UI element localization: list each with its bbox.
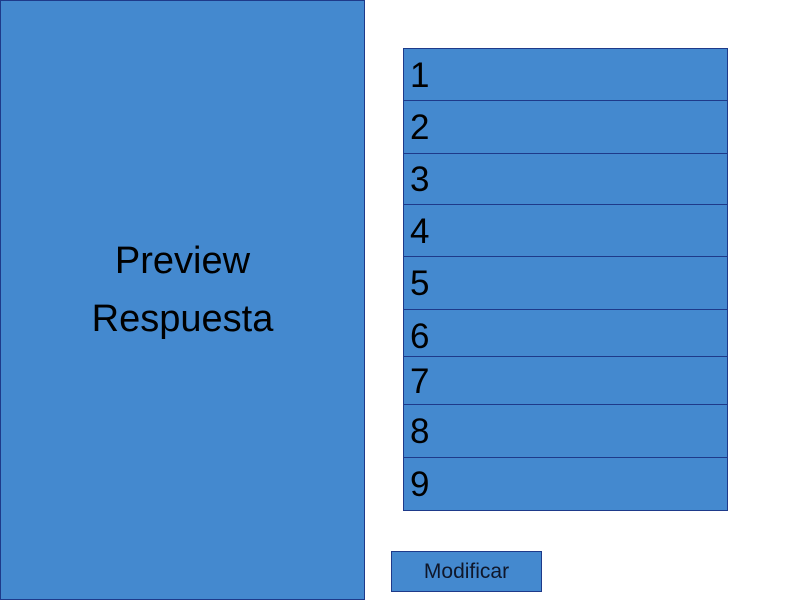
preview-title: Preview Respuesta	[91, 240, 274, 340]
modify-button[interactable]: Modificar	[391, 551, 542, 592]
list-item-label: 4	[410, 211, 430, 251]
list-item-label: 8	[410, 412, 430, 451]
list-item-label: 1	[410, 55, 430, 95]
preview-panel: Preview Respuesta	[0, 0, 365, 600]
list-item[interactable]: 9	[403, 457, 728, 511]
list-item[interactable]: 3	[403, 153, 728, 206]
list-item[interactable]: 5	[403, 256, 728, 311]
list-item[interactable]: 4	[403, 204, 728, 258]
list-item-label: 2	[410, 108, 430, 147]
list-item[interactable]: 7	[403, 356, 728, 406]
list-item-label: 7	[410, 361, 430, 401]
list-item-label: 3	[410, 160, 430, 199]
list-item[interactable]: 2	[403, 100, 728, 155]
list-item-label: 9	[410, 464, 430, 504]
list-item[interactable]: 8	[403, 404, 728, 459]
list-item[interactable]: 1	[403, 48, 728, 102]
list-item[interactable]: 6	[403, 309, 728, 358]
list-item-label: 6	[410, 317, 430, 356]
list-item-label: 5	[410, 264, 430, 303]
